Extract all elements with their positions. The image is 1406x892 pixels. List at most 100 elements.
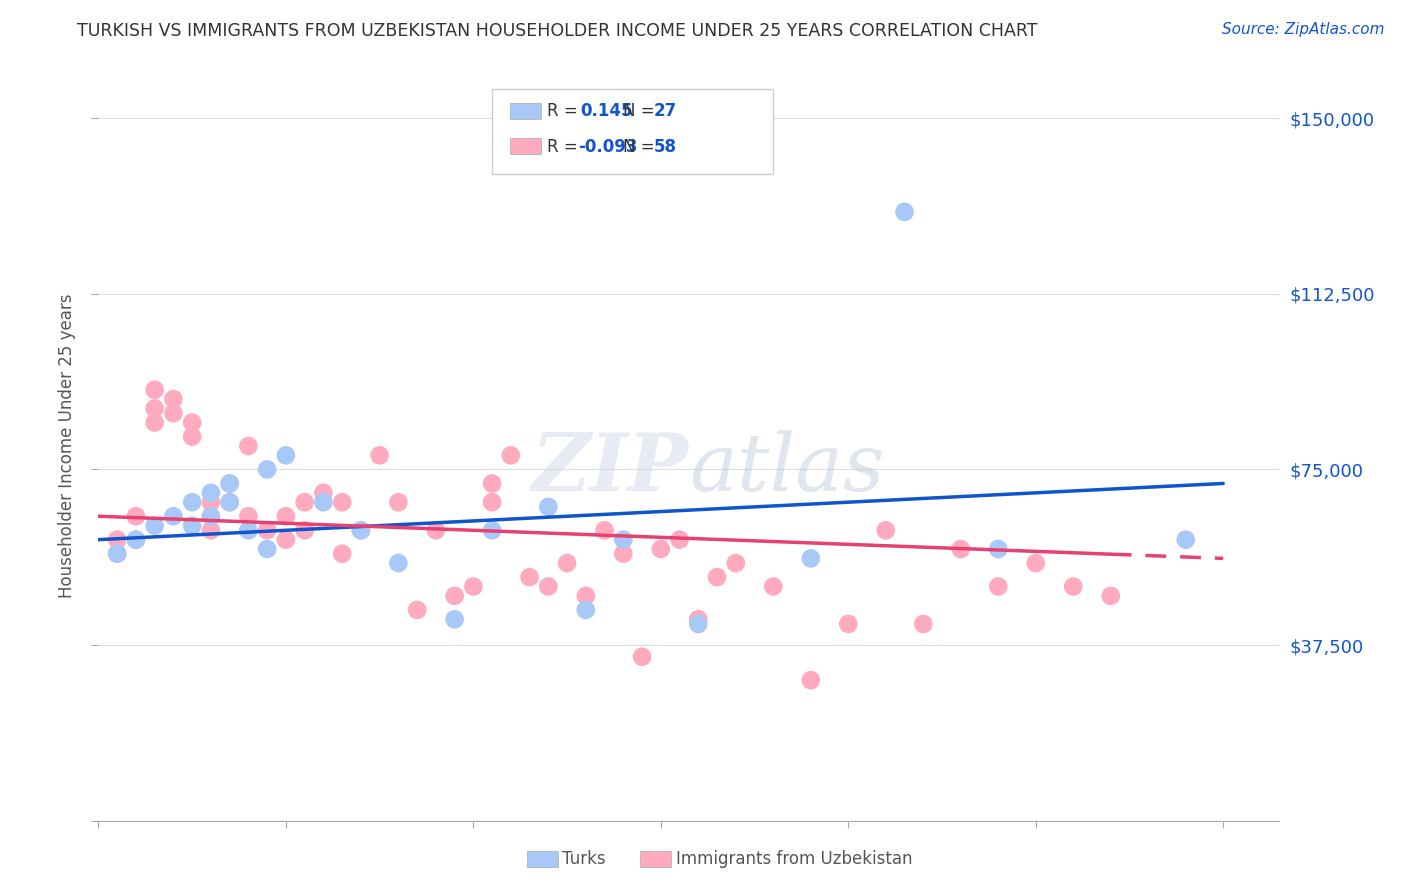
Point (181, 518, 204, 533)
Point (105, 547, 128, 561)
Point (631, 649, 654, 664)
Point (105, 533, 128, 547)
Point (312, 485, 335, 500)
Text: R =: R = (547, 103, 583, 120)
Point (105, 547, 128, 561)
Text: 58: 58 (654, 138, 676, 156)
Text: Immigrants from Uzbekistan: Immigrants from Uzbekistan (676, 850, 912, 868)
Point (162, 406, 184, 420)
Text: ZIP: ZIP (531, 430, 689, 508)
Point (143, 518, 166, 533)
Point (463, 580, 485, 594)
Point (724, 556, 747, 570)
Point (312, 495, 335, 509)
Point (274, 449, 297, 463)
Point (668, 533, 690, 547)
Point (1099, 589, 1122, 603)
Point (537, 500, 560, 514)
Point (350, 523, 373, 537)
Point (912, 617, 935, 632)
Point (650, 542, 672, 557)
Point (443, 589, 465, 603)
Point (238, 509, 260, 524)
Point (274, 509, 297, 524)
Point (987, 580, 1010, 594)
Text: Turks: Turks (562, 850, 606, 868)
Point (256, 462, 278, 476)
Point (593, 523, 616, 537)
Point (612, 533, 634, 547)
Point (387, 495, 409, 509)
Point (800, 551, 823, 566)
Point (688, 612, 710, 626)
Point (238, 523, 260, 537)
Point (200, 485, 222, 500)
Point (481, 495, 503, 509)
Text: 0.145: 0.145 (581, 103, 633, 120)
Point (218, 495, 240, 509)
Text: atlas: atlas (689, 430, 884, 508)
Point (1174, 533, 1197, 547)
Point (294, 523, 316, 537)
Point (688, 617, 710, 632)
Point (238, 439, 260, 453)
Text: 27: 27 (654, 103, 678, 120)
Point (555, 556, 578, 570)
Point (200, 495, 222, 509)
Text: -0.093: -0.093 (578, 138, 637, 156)
Point (387, 556, 409, 570)
Point (949, 542, 972, 557)
Point (837, 617, 859, 632)
Point (162, 509, 184, 524)
Point (181, 416, 204, 430)
Point (350, 523, 373, 537)
Point (425, 523, 447, 537)
Point (987, 542, 1010, 557)
Point (330, 547, 353, 561)
Point (125, 533, 148, 547)
Point (125, 533, 148, 547)
Point (612, 547, 634, 561)
Point (181, 495, 204, 509)
Point (218, 476, 240, 491)
Point (218, 476, 240, 491)
Point (443, 612, 465, 626)
Point (575, 589, 598, 603)
Point (875, 523, 897, 537)
Point (481, 476, 503, 491)
Point (406, 603, 429, 617)
Point (537, 580, 560, 594)
Point (274, 533, 297, 547)
Point (1025, 556, 1047, 570)
Point (499, 449, 522, 463)
Point (218, 495, 240, 509)
Point (368, 449, 391, 463)
Point (893, 205, 915, 219)
Point (162, 392, 184, 407)
Point (256, 542, 278, 557)
Point (519, 570, 541, 584)
Point (330, 495, 353, 509)
Text: N =: N = (623, 138, 659, 156)
Text: Source: ZipAtlas.com: Source: ZipAtlas.com (1222, 22, 1385, 37)
Point (1062, 580, 1084, 594)
Text: R =: R = (547, 138, 583, 156)
Point (481, 523, 503, 537)
Point (125, 509, 148, 524)
Point (294, 495, 316, 509)
Point (706, 570, 728, 584)
Point (762, 580, 785, 594)
Point (575, 603, 598, 617)
Point (200, 509, 222, 524)
Text: N =: N = (623, 103, 659, 120)
Point (143, 401, 166, 416)
Point (200, 523, 222, 537)
Point (256, 523, 278, 537)
Point (143, 383, 166, 397)
Point (143, 416, 166, 430)
Point (800, 673, 823, 688)
Point (200, 509, 222, 524)
Point (181, 430, 204, 444)
Y-axis label: Householder Income Under 25 years: Householder Income Under 25 years (58, 293, 76, 599)
Text: TURKISH VS IMMIGRANTS FROM UZBEKISTAN HOUSEHOLDER INCOME UNDER 25 YEARS CORRELAT: TURKISH VS IMMIGRANTS FROM UZBEKISTAN HO… (77, 22, 1038, 40)
